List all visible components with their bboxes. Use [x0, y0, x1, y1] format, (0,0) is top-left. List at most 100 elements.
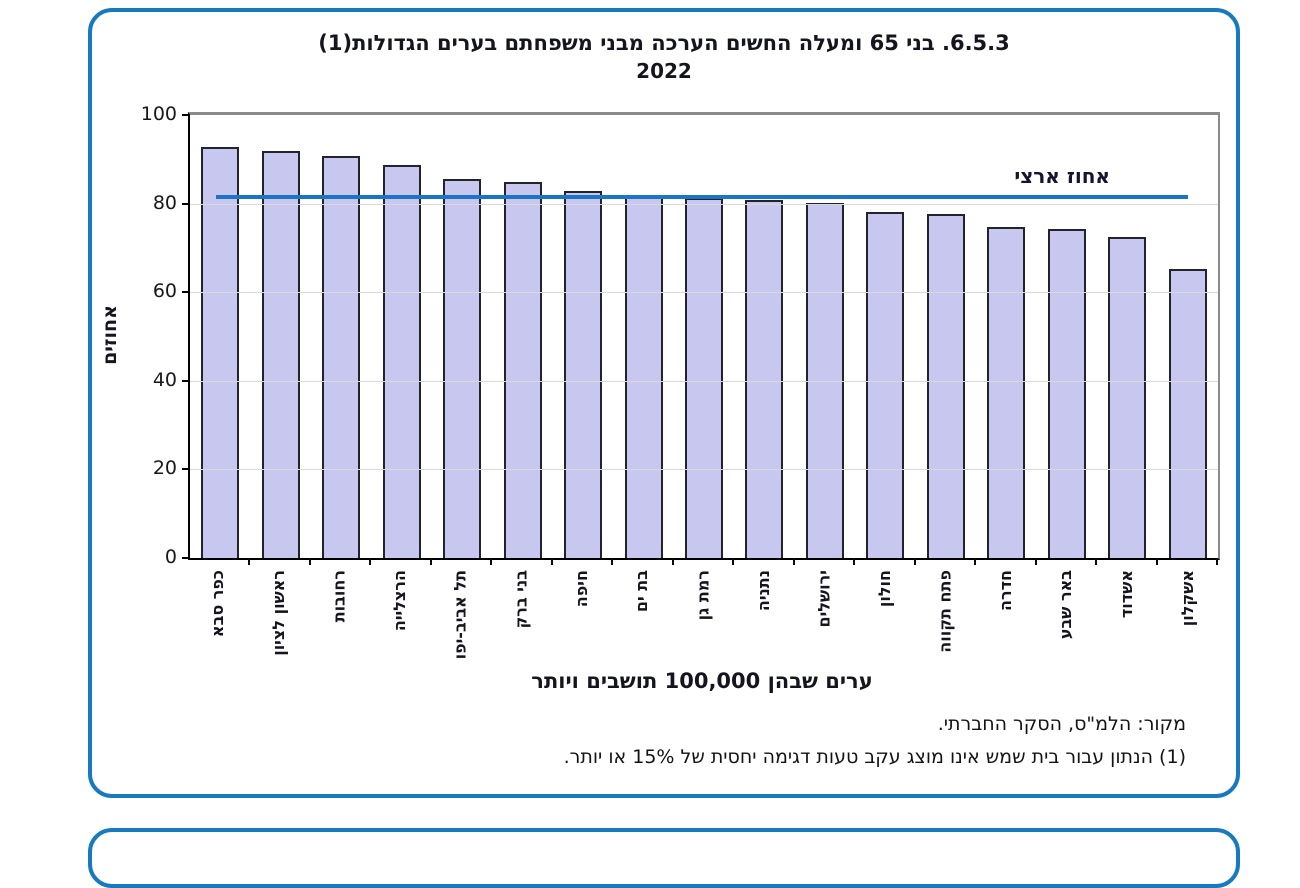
- chart-title: 6.5.3. בני 65 ומעלה החשים הערכה מבני משפ…: [318, 31, 1010, 55]
- x-label-cell: תל אביב-יפו: [430, 565, 491, 677]
- bar-3: [382, 165, 421, 558]
- y-tick-60: [182, 291, 190, 294]
- x-label-cell: בת ים: [612, 565, 673, 677]
- bar-0: [201, 147, 240, 558]
- gridline-40: [190, 380, 1218, 382]
- x-label-8: רמת גן: [693, 570, 713, 621]
- y-tick-20: [182, 468, 190, 471]
- bar-6: [564, 191, 603, 558]
- bar-cell: [1158, 115, 1218, 558]
- y-axis-title: אחוזים: [68, 293, 152, 377]
- y-axis-title-text: אחוזים: [99, 305, 121, 365]
- figure-card-inner: 6.5.3. בני 65 ומעלה החשים הערכה מבני משפ…: [92, 12, 1236, 794]
- bar-cell: [916, 115, 976, 558]
- bar-cell: [250, 115, 310, 558]
- x-label-cell: כפר סבא: [188, 565, 249, 677]
- plot-area: אחוז ארצי 0 20 40 60 80 100: [141, 103, 1220, 568]
- chart-subtitle-year: 2022: [636, 59, 692, 83]
- x-label-6: חיפה: [571, 570, 591, 608]
- bar-16: [1168, 268, 1207, 558]
- bar-cell: [492, 115, 552, 558]
- x-label-cell: אשקלון: [1158, 565, 1219, 677]
- x-label-cell: ירושלים: [794, 565, 855, 677]
- gridline-20: [190, 469, 1218, 471]
- x-label-cell: רחובות: [309, 565, 370, 677]
- bars-container: [190, 115, 1218, 558]
- x-axis-labels: כפר סבא ראשון לציון רחובות הרצלייה תל אביב-י…: [188, 565, 1218, 677]
- bar-cell: [976, 115, 1036, 558]
- x-label-3: הרצלייה: [390, 570, 410, 632]
- y-tick-label-60: 60: [152, 280, 177, 303]
- y-tick-80: [182, 202, 190, 205]
- x-label-cell: אשדוד: [1097, 565, 1158, 677]
- y-tick-0: [182, 557, 190, 559]
- y-tick-label-20: 20: [152, 457, 177, 480]
- x-label-cell: הרצלייה: [370, 565, 431, 677]
- x-label-4: תל אביב-יפו: [450, 570, 470, 660]
- bar-cell: [553, 115, 613, 558]
- x-label-7: בת ים: [632, 570, 652, 613]
- bar-cell: [371, 115, 431, 558]
- national-average-line: [216, 194, 1188, 199]
- bar-5: [503, 182, 542, 558]
- bar-cell: [613, 115, 673, 558]
- x-label-cell: בני ברק: [491, 565, 552, 677]
- x-label-cell: חדרה: [976, 565, 1037, 677]
- bar-7: [624, 195, 663, 558]
- national-average-label: אחוז ארצי: [1014, 163, 1110, 188]
- x-tick-9: [732, 558, 735, 565]
- x-tick-17: [1216, 558, 1218, 565]
- bar-11: [866, 211, 905, 558]
- x-label-cell: רמת גן: [673, 565, 734, 677]
- y-tick-label-80: 80: [152, 191, 177, 214]
- y-tick-label-100: 100: [140, 102, 177, 125]
- x-label-12: פתח תקווה: [935, 570, 955, 653]
- x-tick-7: [611, 558, 614, 565]
- y-tick-label-40: 40: [152, 368, 177, 391]
- page: { "chart_data": { "type": "bar", "title"…: [88, 8, 1240, 888]
- bar-9: [745, 200, 784, 558]
- x-label-11: חולון: [874, 570, 894, 608]
- x-label-10: ירושלים: [814, 570, 834, 628]
- x-label-2: רחובות: [329, 570, 349, 623]
- bar-cell: [1037, 115, 1097, 558]
- x-label-5: בני ברק: [511, 570, 531, 629]
- next-figure-card-edge: [88, 828, 1240, 888]
- x-label-14: באר שבע: [1056, 570, 1076, 640]
- x-label-1: ראשון לציון: [268, 570, 288, 656]
- x-tick-6: [550, 558, 553, 565]
- x-tick-12: [913, 558, 916, 565]
- bar-cell: [1097, 115, 1157, 558]
- bar-cell: [432, 115, 492, 558]
- bar-13: [987, 227, 1026, 558]
- bar-15: [1108, 236, 1147, 558]
- x-label-cell: חיפה: [552, 565, 613, 677]
- x-tick-15: [1095, 558, 1098, 565]
- bar-12: [926, 213, 965, 558]
- bar-1: [261, 151, 300, 558]
- x-label-cell: באר שבע: [1036, 565, 1097, 677]
- x-label-cell: ראשון לציון: [249, 565, 310, 677]
- x-tick-5: [490, 558, 493, 565]
- bar-2: [322, 155, 361, 558]
- footnote-1: (1) הנתון עבור בית שמש אינו מוצג עקב טעו…: [563, 746, 1186, 768]
- x-label-cell: נתניה: [733, 565, 794, 677]
- x-tick-11: [853, 558, 856, 565]
- x-tick-10: [792, 558, 795, 565]
- x-label-cell: פתח תקווה: [915, 565, 976, 677]
- bar-cell: [734, 115, 794, 558]
- x-tick-13: [974, 558, 977, 565]
- title-block: 6.5.3. בני 65 ומעלה החשים הערכה מבני משפ…: [92, 29, 1236, 85]
- x-label-16: אשקלון: [1177, 570, 1197, 627]
- x-label-9: נתניה: [753, 570, 773, 612]
- figure-card: 6.5.3. בני 65 ומעלה החשים הערכה מבני משפ…: [88, 8, 1240, 798]
- bar-14: [1047, 229, 1086, 558]
- bar-cell: [795, 115, 855, 558]
- x-tick-2: [308, 558, 311, 565]
- bar-10: [805, 202, 844, 558]
- x-axis-title: ערים שבהן 100,000 תושבים ויותר: [531, 669, 873, 693]
- y-tick-40: [182, 379, 190, 382]
- x-tick-16: [1155, 558, 1158, 565]
- y-tick-100: [182, 114, 190, 116]
- x-label-cell: חולון: [855, 565, 916, 677]
